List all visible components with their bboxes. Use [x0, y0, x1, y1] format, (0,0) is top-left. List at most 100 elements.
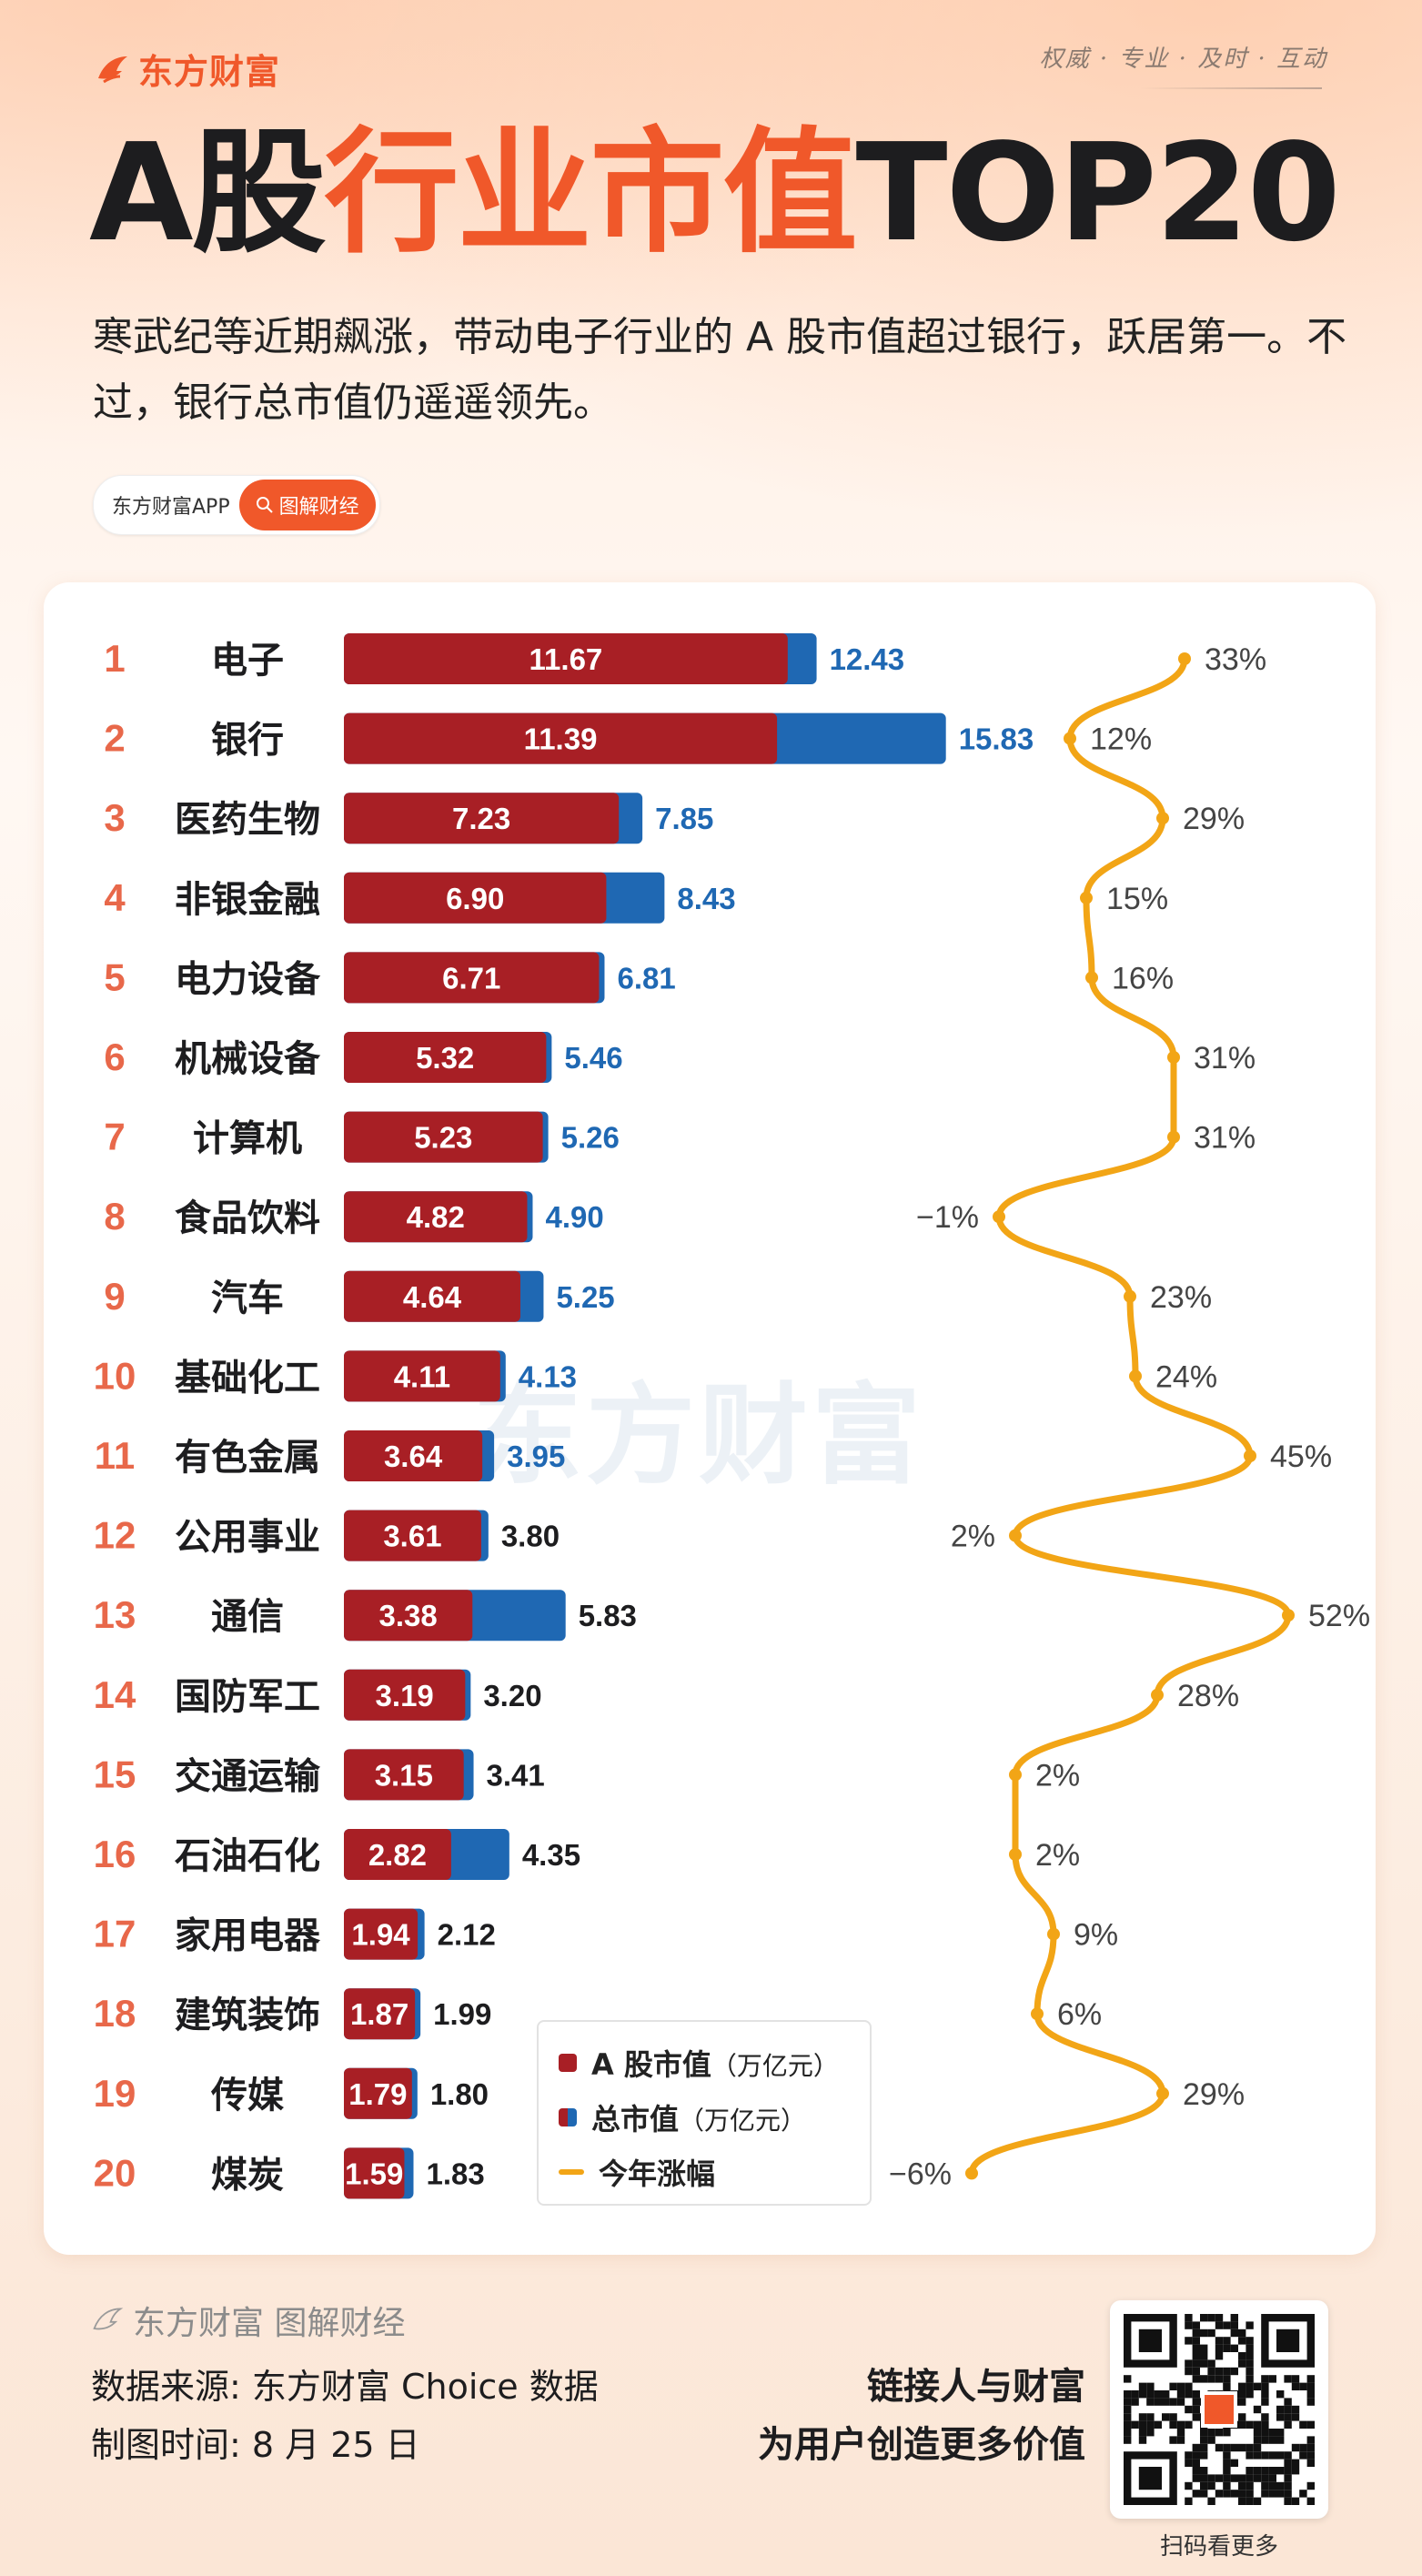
qr-module [1176, 2382, 1185, 2390]
qr-module [1131, 2398, 1139, 2406]
rank-label: 15 [94, 1753, 136, 1795]
bar-total-label: 3.80 [501, 1520, 560, 1553]
qr-module [1306, 2481, 1315, 2490]
rank-label: 7 [104, 1116, 125, 1158]
qr-module [1223, 2344, 1231, 2352]
line-point-label: 31% [1194, 1121, 1256, 1156]
qr-module [1276, 2436, 1285, 2444]
rank-label: 8 [104, 1195, 125, 1237]
rank-label: 19 [94, 2072, 136, 2115]
qr-module [1124, 2405, 1132, 2414]
qr-module [1162, 2398, 1170, 2406]
bar-a-share [344, 793, 620, 844]
qr-module [1223, 2451, 1231, 2460]
rank-label: 4 [104, 876, 126, 919]
title-part-2: 行业市值 [324, 115, 858, 271]
qr-module [1185, 2314, 1193, 2322]
chart-date: 制图时间: 8 月 25 日 [91, 2425, 420, 2465]
qr-module [1253, 2420, 1262, 2429]
qr-module [1169, 2398, 1177, 2406]
qr-module [1246, 2382, 1254, 2390]
qr-module [1124, 2375, 1132, 2383]
bar-a-share-label: 3.15 [375, 1758, 433, 1792]
qr-module [1124, 2413, 1132, 2421]
qr-module [1299, 2451, 1307, 2460]
qr-module [1253, 2467, 1262, 2475]
rank-label: 9 [104, 1275, 125, 1318]
qr-module [1154, 2420, 1162, 2429]
bar-a-share-label: 3.61 [383, 1520, 441, 1553]
qr-module [1276, 2490, 1285, 2498]
category-label: 机械设备 [175, 1038, 321, 1080]
line-point-label: 52% [1308, 1599, 1370, 1633]
qr-module [1246, 2321, 1254, 2329]
qr-module [1276, 2429, 1285, 2437]
qr-module [1169, 2382, 1177, 2390]
qr-module [1215, 2321, 1224, 2329]
qr-module [1200, 2436, 1208, 2444]
bar-a-share [344, 1510, 481, 1561]
bar-a-share-label: 3.38 [379, 1599, 438, 1632]
qr-module [1176, 2398, 1185, 2406]
qr-module [1291, 2413, 1300, 2421]
line-point [1009, 1529, 1022, 1542]
qr-module [1299, 2443, 1307, 2452]
qr-module [1146, 2413, 1155, 2421]
qr-module [1200, 2481, 1208, 2490]
bar-total-label: 3.41 [487, 1758, 545, 1792]
bar-total-label: 1.83 [426, 2157, 484, 2190]
app-pill[interactable]: 东方财富APP 图解财经 [93, 475, 380, 535]
bar-total-label: 3.20 [483, 1679, 541, 1712]
chart-card [44, 582, 1376, 2255]
bar-a-share [344, 1350, 500, 1402]
qr-module [1268, 2451, 1276, 2460]
qr-module [1207, 2367, 1215, 2376]
qr-module [1215, 2490, 1224, 2498]
bar-total-label: 8.43 [677, 882, 735, 915]
qr-module [1284, 2481, 1292, 2490]
bar-a-share [344, 633, 788, 684]
qr-module [1246, 2443, 1254, 2452]
qr-module [1207, 2375, 1215, 2383]
qr-caption: 扫码看更多 [1159, 2533, 1278, 2561]
pill-topic-button[interactable]: 图解财经 [238, 480, 376, 530]
qr-module [1261, 2490, 1269, 2498]
qr-module [1238, 2329, 1246, 2338]
line-point [1156, 812, 1169, 825]
qr-module [1138, 2413, 1147, 2421]
pill-topic-label: 图解财经 [278, 496, 359, 519]
bar-a-share-label: 4.11 [394, 1359, 450, 1393]
bar-a-share-label: 4.64 [403, 1280, 462, 1314]
category-label: 建筑装饰 [175, 1995, 320, 2036]
qr-module [1253, 2429, 1262, 2437]
bar-a-share-label: 1.94 [351, 1918, 410, 1952]
qr-module [1284, 2459, 1292, 2467]
qr-module [1238, 2490, 1246, 2498]
qr-module [1185, 2359, 1193, 2368]
qr-module [1291, 2382, 1300, 2390]
footer-brand-label: 东方财富 图解财经 [133, 2305, 406, 2342]
bar-total-label: 12.43 [830, 642, 905, 676]
line-point [1282, 1609, 1295, 1622]
qr-module [1207, 2429, 1215, 2437]
qr-module [1246, 2375, 1254, 2383]
qr-module [1306, 2497, 1315, 2505]
bar-total-label: 5.46 [564, 1041, 622, 1075]
bar-total-label: 4.35 [522, 1838, 580, 1872]
qr-module [1291, 2467, 1300, 2475]
qr-module [1146, 2429, 1155, 2437]
qr-module [1192, 2321, 1200, 2329]
qr-module [1192, 2375, 1200, 2383]
line-point-label: 15% [1106, 882, 1168, 916]
qr-module [1223, 2321, 1231, 2329]
qr-module [1169, 2413, 1177, 2421]
line-point-label: 6% [1057, 1997, 1102, 2032]
qr-code[interactable] [1110, 2300, 1328, 2519]
line-point [1156, 2086, 1169, 2100]
legend-swatch-line [559, 2169, 584, 2175]
qr-finder [1138, 2467, 1162, 2490]
qr-module [1238, 2474, 1246, 2482]
qr-module [1185, 2390, 1193, 2399]
qr-module [1268, 2429, 1276, 2437]
line-point [1124, 1289, 1136, 1303]
